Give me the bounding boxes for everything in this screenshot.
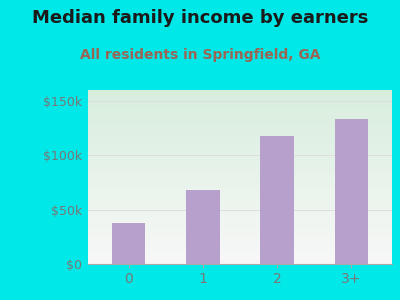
Bar — [334, 119, 368, 264]
Text: Median family income by earners: Median family income by earners — [32, 9, 368, 27]
Text: All residents in Springfield, GA: All residents in Springfield, GA — [80, 48, 320, 62]
Bar — [260, 136, 294, 264]
Bar — [186, 190, 220, 264]
Bar — [112, 223, 146, 264]
